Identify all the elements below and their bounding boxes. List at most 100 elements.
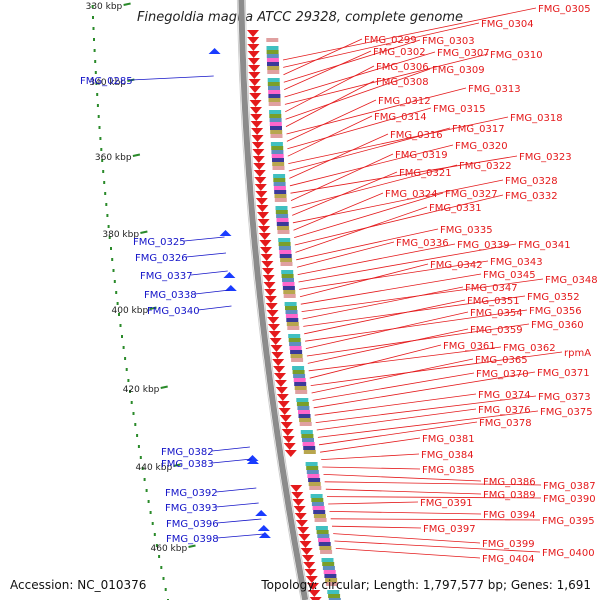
- feature-block: [279, 250, 292, 254]
- feature-block: [281, 274, 294, 278]
- forward-gene-label: FMG_0400: [542, 548, 595, 559]
- feature-block: [299, 418, 312, 422]
- reverse-leader-line: [185, 252, 227, 258]
- reverse-gene-label: FMG_0338: [144, 290, 197, 301]
- position-dot: [91, 5, 94, 8]
- reverse-gene: [258, 532, 271, 538]
- forward-gene-label: FMG_0391: [420, 498, 473, 509]
- feature-block: [267, 62, 279, 66]
- forward-gene-label: FMG_0321: [399, 168, 452, 179]
- feature-block: [279, 254, 292, 258]
- feature-block: [310, 494, 323, 498]
- forward-gene: [247, 51, 260, 58]
- feature-block: [303, 446, 316, 450]
- forward-gene: [254, 177, 267, 184]
- forward-gene-label: FMG_0304: [481, 19, 534, 30]
- forward-gene-label: FMG_0335: [440, 225, 493, 236]
- forward-gene-label: FMG_0314: [374, 112, 427, 123]
- forward-leader-line: [290, 153, 394, 201]
- forward-leader-line: [302, 286, 464, 320]
- forward-leader-line: [315, 395, 537, 423]
- feature-block: [272, 170, 285, 174]
- accession-label: Accession: NC_010376: [10, 578, 147, 592]
- forward-gene-label: FMG_0347: [465, 283, 518, 294]
- feature-block: [269, 118, 282, 122]
- feature-block: [289, 346, 302, 350]
- feature-block: [278, 242, 291, 246]
- feature-block: [295, 394, 308, 398]
- position-dot: [160, 566, 163, 569]
- feature-block: [270, 134, 283, 138]
- forward-gene-label: FMG_0328: [505, 176, 558, 187]
- feature-block: [290, 354, 303, 358]
- forward-leader-line: [296, 228, 439, 261]
- forward-gene-label: FMG_0374: [478, 390, 531, 401]
- forward-gene-label: FMG_0360: [531, 320, 584, 331]
- ruler-label: 360 kbp: [95, 153, 132, 163]
- forward-gene: [248, 65, 261, 72]
- position-dot: [122, 346, 125, 349]
- position-dot: [95, 82, 98, 85]
- forward-leader-line: [299, 260, 489, 290]
- feature-block: [288, 334, 301, 338]
- feature-block: [308, 482, 321, 486]
- forward-gene: [260, 247, 272, 254]
- feature-block: [269, 110, 282, 114]
- forward-leader-line: [305, 311, 469, 349]
- forward-gene: [295, 520, 308, 527]
- forward-leader-line: [331, 525, 422, 529]
- feature-block: [311, 498, 324, 502]
- feature-block: [268, 102, 281, 106]
- feature-block: [274, 190, 287, 194]
- forward-leader-line: [321, 453, 420, 460]
- reverse-gene: [247, 458, 259, 464]
- forward-gene-label: FMG_0351: [467, 296, 520, 307]
- forward-gene: [277, 401, 290, 408]
- feature-block: [300, 430, 313, 434]
- feature-block: [306, 470, 319, 474]
- forward-gene: [248, 79, 261, 86]
- forward-leader-line: [288, 116, 509, 164]
- feature-block: [325, 578, 338, 582]
- forward-leader-line: [291, 164, 458, 209]
- feature-block: [320, 554, 333, 558]
- feature-block: [266, 42, 279, 46]
- feature-block: [268, 94, 281, 98]
- feature-block: [280, 262, 293, 266]
- forward-gene-label: FMG_0319: [395, 150, 448, 161]
- forward-leader-line: [295, 206, 428, 253]
- feature-block: [266, 50, 279, 54]
- feature-block: [314, 518, 327, 522]
- feature-block: [290, 350, 303, 354]
- feature-block: [316, 530, 329, 534]
- forward-leader-line: [293, 192, 384, 231]
- feature-block: [270, 130, 283, 134]
- forward-gene-label: FMG_0345: [483, 270, 536, 281]
- feature-block: [322, 566, 335, 570]
- feature-block: [328, 598, 341, 600]
- forward-leader-line: [292, 171, 398, 216]
- forward-leader-line: [303, 295, 526, 327]
- reverse-gene-label: FMG_0285: [80, 76, 133, 87]
- forward-gene-label: FMG_0359: [470, 325, 523, 336]
- position-dot: [101, 159, 104, 162]
- forward-gene-label: FMG_0318: [510, 113, 563, 124]
- feature-block: [271, 154, 284, 158]
- feature-block: [284, 298, 297, 302]
- forward-gene: [253, 163, 266, 170]
- forward-leader-line: [296, 241, 395, 268]
- forward-gene-label: FMG_0356: [529, 306, 582, 317]
- position-dot: [112, 269, 115, 272]
- position-dot: [129, 390, 131, 393]
- reverse-gene: [208, 48, 221, 54]
- forward-gene-label: FMG_0320: [455, 141, 508, 152]
- feature-block: [271, 146, 284, 150]
- feature-block: [286, 318, 299, 322]
- forward-gene: [247, 44, 260, 51]
- feature-block: [273, 186, 286, 190]
- feature-block: [313, 514, 326, 518]
- feature-block: [312, 506, 325, 510]
- forward-gene: [250, 107, 262, 114]
- forward-leader-line: [325, 488, 482, 495]
- forward-gene-label: FMG_0365: [475, 355, 528, 366]
